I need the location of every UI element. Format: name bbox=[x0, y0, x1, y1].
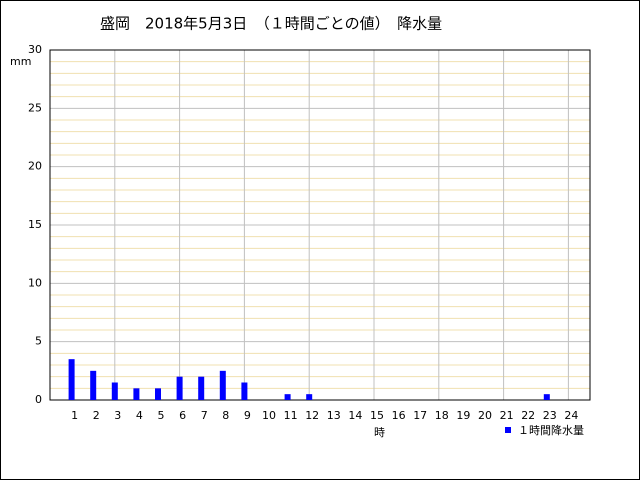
chart-title: 盛岡 2018年5月3日 （１時間ごとの値） 降水量 bbox=[100, 15, 442, 33]
x-tick-label: 6 bbox=[179, 409, 186, 422]
y-tick-label: 5 bbox=[35, 335, 42, 348]
y-tick-label: 0 bbox=[35, 393, 42, 406]
y-tick-label: 25 bbox=[28, 101, 42, 114]
x-tick-label: 20 bbox=[478, 409, 492, 422]
x-tick-label: 1 bbox=[71, 409, 78, 422]
bar bbox=[155, 388, 161, 400]
bar bbox=[306, 394, 313, 400]
x-tick-label: 14 bbox=[348, 409, 362, 422]
x-tick-label: 23 bbox=[543, 409, 557, 422]
x-tick-label: 22 bbox=[521, 409, 535, 422]
x-tick-label: 17 bbox=[413, 409, 427, 422]
y-axis-label: mm bbox=[10, 55, 31, 68]
bar bbox=[219, 370, 226, 400]
bar bbox=[543, 394, 550, 400]
x-tick-label: 15 bbox=[370, 409, 384, 422]
x-tick-label: 11 bbox=[284, 409, 298, 422]
x-tick-label: 2 bbox=[93, 409, 100, 422]
legend-label: １時間降水量 bbox=[518, 423, 584, 437]
y-tick-label: 15 bbox=[28, 218, 42, 231]
x-tick-label: 12 bbox=[305, 409, 319, 422]
y-tick-label: 20 bbox=[28, 160, 42, 173]
x-tick-label: 3 bbox=[114, 409, 121, 422]
x-tick-label: 21 bbox=[500, 409, 514, 422]
plot-border bbox=[49, 49, 591, 401]
bar bbox=[284, 394, 291, 400]
y-tick-label: 30 bbox=[28, 43, 42, 56]
x-tick-label: 10 bbox=[262, 409, 276, 422]
bar bbox=[68, 359, 75, 400]
x-tick-label: 8 bbox=[222, 409, 229, 422]
bar bbox=[176, 376, 183, 400]
legend-swatch bbox=[505, 427, 511, 433]
bar bbox=[111, 382, 118, 400]
bar bbox=[90, 370, 97, 400]
bar bbox=[198, 376, 205, 400]
x-tick-label: 18 bbox=[435, 409, 449, 422]
x-tick-label: 24 bbox=[564, 409, 578, 422]
x-axis-label: 時 bbox=[374, 426, 385, 439]
x-tick-label: 4 bbox=[136, 409, 143, 422]
x-tick-label: 9 bbox=[244, 409, 251, 422]
bar bbox=[241, 382, 248, 400]
x-tick-label: 16 bbox=[392, 409, 406, 422]
x-tick-label: 5 bbox=[158, 409, 165, 422]
bar bbox=[133, 388, 140, 400]
x-tick-label: 19 bbox=[456, 409, 470, 422]
y-tick-label: 10 bbox=[28, 276, 42, 289]
x-tick-label: 7 bbox=[201, 409, 208, 422]
x-tick-label: 13 bbox=[327, 409, 341, 422]
